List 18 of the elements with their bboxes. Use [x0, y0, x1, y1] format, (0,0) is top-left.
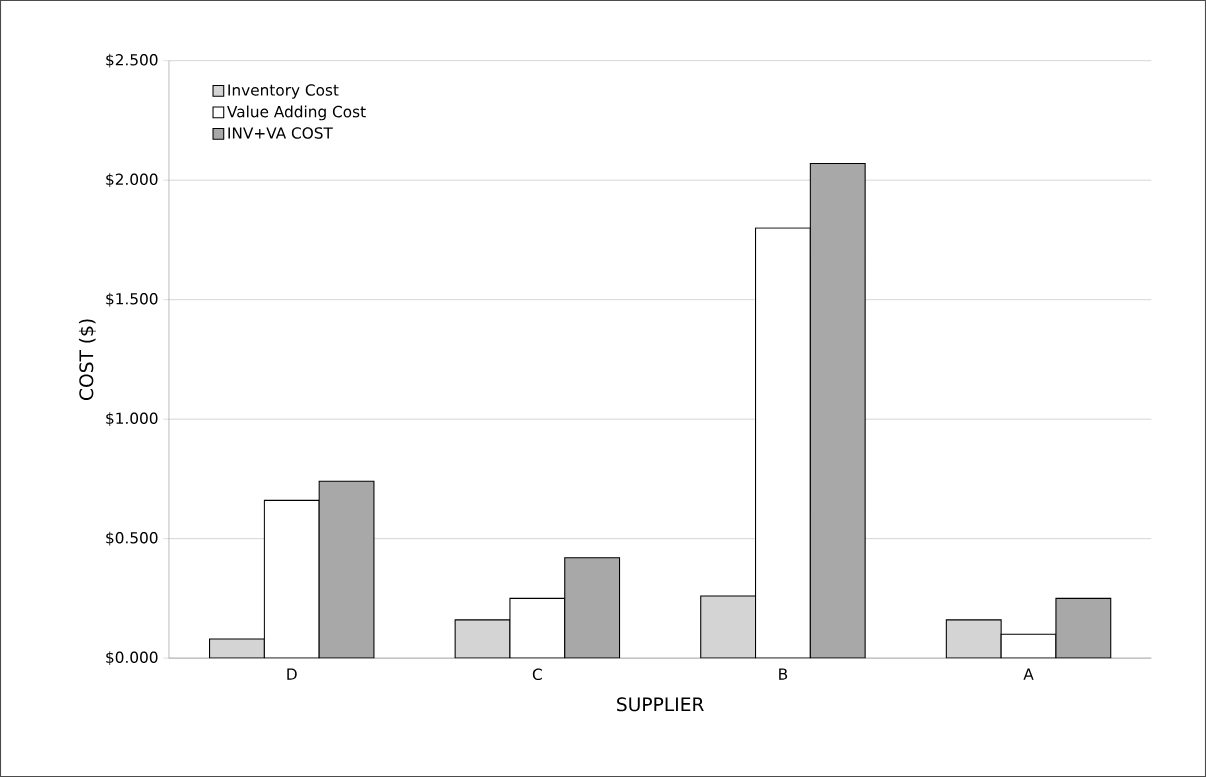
y-tick-label: $1.000	[106, 412, 158, 427]
bar	[318, 480, 375, 659]
y-tick-label: $0.000	[106, 651, 158, 666]
bar	[1055, 597, 1112, 659]
x-tick-label: C	[532, 668, 542, 681]
x-tick-label: D	[287, 668, 297, 680]
y-axis-title: COST ($)	[78, 319, 96, 400]
y-tick-label: $2.000	[106, 173, 158, 188]
y-tick-label: $1.500	[106, 292, 158, 307]
legend-label: Inventory Cost	[228, 84, 339, 99]
x-axis-title: SUPPLIER	[617, 697, 704, 712]
y-tick-label: $0.500	[106, 531, 158, 546]
y-tick-label: $2.500	[106, 53, 158, 68]
legend-label: INV+VA COST	[228, 127, 333, 139]
x-tick-label: A	[1023, 668, 1034, 680]
legend-label: Value Adding Cost	[227, 105, 366, 121]
x-tick-label: B	[779, 668, 788, 680]
bar	[564, 557, 621, 659]
